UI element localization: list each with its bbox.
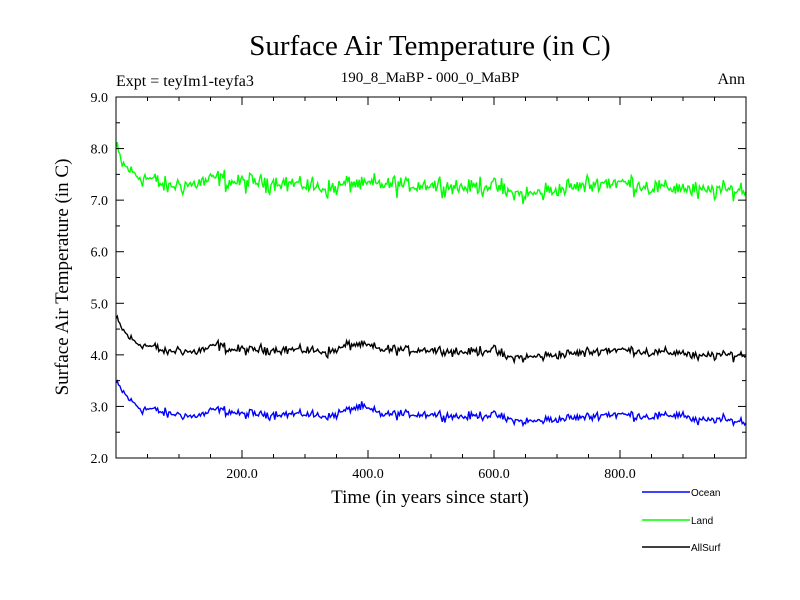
legend: Ocean Land AllSurf <box>642 488 721 554</box>
y-tick-label: 5.0 <box>91 297 109 312</box>
plot-frame <box>115 96 747 459</box>
experiment-label: Expt = teyIm1-teyfa3 <box>116 73 254 90</box>
x-tick-label: 600.0 <box>478 467 510 482</box>
y-tick-label: 8.0 <box>91 143 109 158</box>
series-line-land <box>115 142 747 205</box>
period-label: 190_8_MaBP - 000_0_MaBP <box>341 70 520 86</box>
x-tick-label: 800.0 <box>604 467 636 482</box>
y-tick-label: 6.0 <box>91 246 109 261</box>
legend-label-land: Land <box>691 516 713 527</box>
legend-label-ocean: Ocean <box>691 488 720 499</box>
chart-title: Surface Air Temperature (in C) <box>249 30 610 62</box>
plot-series-group <box>115 142 747 428</box>
y-tick-label: 7.0 <box>91 194 109 209</box>
season-label: Ann <box>717 71 745 88</box>
y-tick-label: 9.0 <box>91 91 109 106</box>
y-tick-label: 2.0 <box>91 452 109 467</box>
y-tick-label: 4.0 <box>91 349 109 364</box>
x-axis-label: Time (in years since start) <box>331 487 529 508</box>
legend-label-allsurf: AllSurf <box>691 543 721 554</box>
x-tick-label: 200.0 <box>226 467 258 482</box>
y-axis-label: Surface Air Temperature (in C) <box>52 159 73 396</box>
axis-ticks-group: 2.0 3.0 4.0 5.0 6.0 7.0 8.0 9.0 200.0 400.0 600.0 8… <box>91 91 746 482</box>
series-line-ocean <box>115 379 747 428</box>
y-tick-label: 3.0 <box>91 400 109 415</box>
x-tick-label: 400.0 <box>352 467 384 482</box>
series-line-allsurf <box>115 314 747 365</box>
